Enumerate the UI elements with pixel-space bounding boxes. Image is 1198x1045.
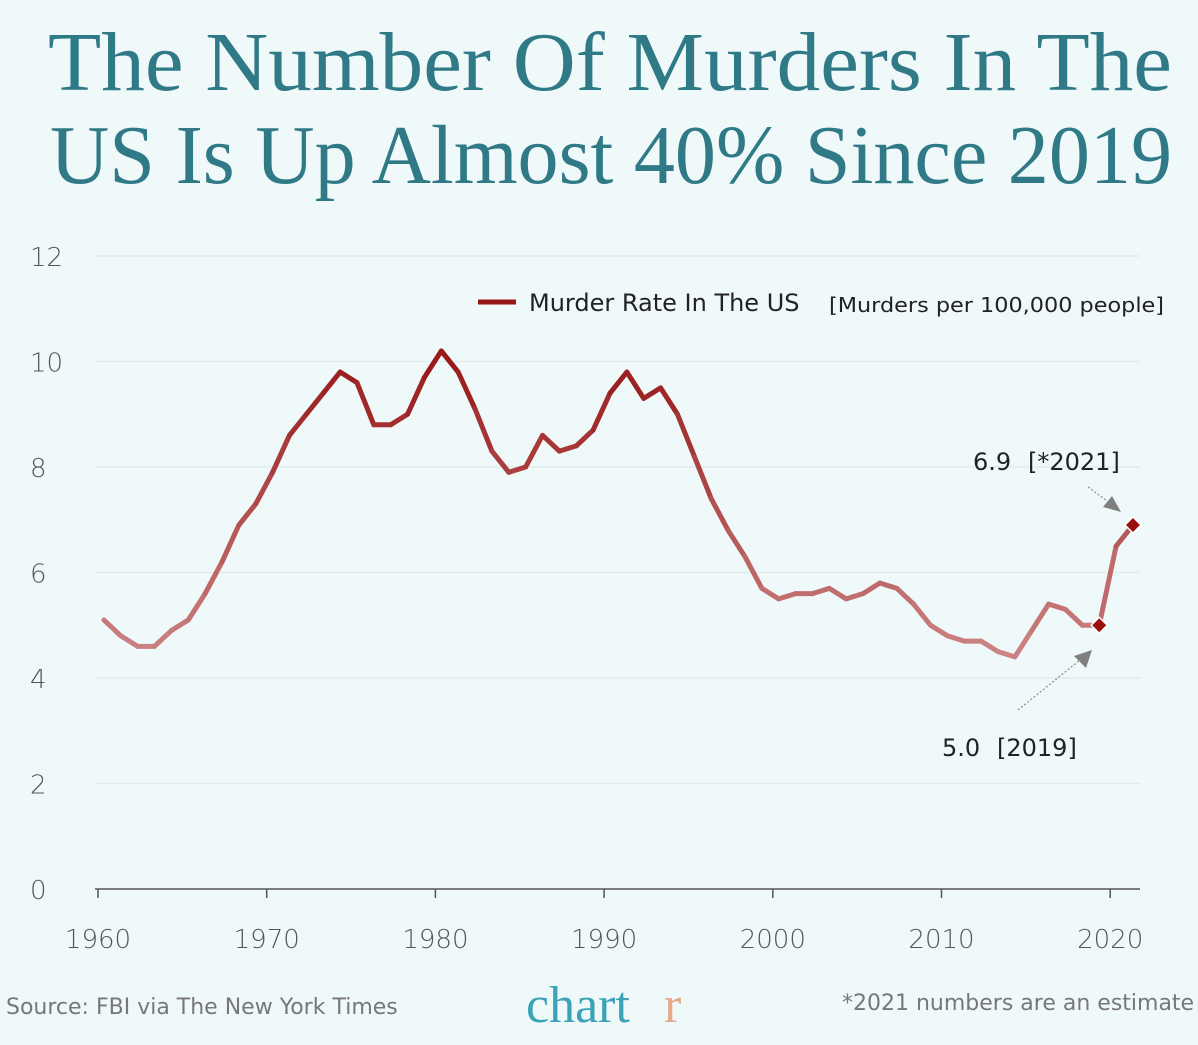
line-segment — [286, 411, 309, 438]
line-segment — [152, 628, 174, 649]
chartr-logo: chart r — [526, 977, 681, 1034]
annotation-2021-arrow-line — [1087, 486, 1111, 504]
x-tick-label: 2020 — [1077, 925, 1143, 955]
annotation-2019-value: 5.0 — [942, 734, 980, 762]
series-line — [101, 348, 1136, 660]
line-segment — [438, 348, 461, 375]
line-segment — [320, 369, 343, 396]
annotation-2019: 5.0 [2019] — [942, 650, 1092, 762]
line-segment — [658, 385, 680, 417]
y-tick-label: 4 — [30, 665, 47, 695]
line-segment — [219, 522, 242, 565]
legend: Murder Rate In The US [Murders per 100,0… — [478, 289, 1164, 317]
line-segment — [911, 601, 934, 628]
line-segment — [860, 580, 883, 597]
source-text: Source: FBI via The New York Times — [6, 995, 398, 1020]
x-axis: 1960 1970 1980 1990 2000 2010 2020 — [65, 888, 1143, 955]
annotation-2021-label: [*2021] — [1028, 448, 1120, 476]
line-segment — [1096, 543, 1119, 628]
y-tick-label: 6 — [30, 560, 47, 590]
line-segment — [1046, 601, 1068, 612]
line-segment — [1062, 606, 1085, 628]
logo-text-accent: r — [664, 977, 681, 1034]
x-tick-label: 1980 — [402, 925, 468, 955]
y-tick-label: 12 — [30, 243, 63, 273]
line-segment — [421, 348, 444, 380]
y-tick-label: 10 — [30, 349, 63, 379]
line-segment — [540, 432, 562, 454]
line-segment — [1012, 628, 1035, 660]
line-segment — [590, 390, 613, 433]
x-tick-label: 2010 — [908, 925, 974, 955]
line-segment — [624, 369, 647, 401]
line-segment — [877, 580, 900, 591]
line-segment — [506, 464, 529, 475]
estimate-note: *2021 numbers are an estimate — [842, 991, 1194, 1016]
line-segment — [1029, 601, 1052, 634]
legend-unit: [Murders per 100,000 people] — [829, 293, 1164, 317]
line-segment — [168, 617, 191, 634]
line-segment — [607, 369, 630, 396]
annotation-2019-arrow-head — [1074, 650, 1092, 668]
chart-title-line-2: US Is Up Almost 40% Since 2019 — [50, 109, 1172, 202]
line-segment — [944, 633, 967, 644]
line-segment — [202, 559, 225, 597]
marker-2019 — [1090, 616, 1109, 635]
x-tick-label: 2000 — [740, 925, 806, 955]
line-segment — [236, 501, 259, 528]
line-segment — [472, 406, 495, 454]
line-segment — [978, 638, 1001, 655]
annotation-2019-arrow-line — [1017, 659, 1081, 711]
line-segment — [405, 374, 427, 417]
line-segment — [523, 432, 546, 470]
annotation-2019-label: [2019] — [997, 734, 1077, 762]
line-segment — [843, 591, 866, 602]
chart-title-line-1: The Number Of Murders In The — [48, 16, 1172, 109]
line-segment — [455, 369, 478, 412]
line-segment — [691, 453, 714, 502]
marker-2021 — [1123, 515, 1143, 535]
line-segment — [388, 411, 411, 428]
line-segment — [101, 617, 124, 639]
y-tick-label: 8 — [30, 454, 47, 484]
gridlines — [95, 255, 1140, 785]
line-segment — [185, 591, 208, 623]
markers — [1090, 515, 1143, 635]
line-segment — [809, 585, 832, 597]
line-segment — [253, 469, 276, 507]
annotation-2021: 6.9 [*2021] — [973, 448, 1121, 512]
annotation-2021-value: 6.9 — [973, 448, 1011, 476]
line-segment — [826, 585, 849, 602]
y-axis: 0 2 4 6 8 10 12 — [30, 243, 63, 906]
line-segment — [489, 448, 512, 475]
line-segment — [894, 585, 917, 607]
x-tick-label: 1970 — [234, 925, 300, 955]
line-segment — [270, 432, 292, 475]
line-segment — [742, 554, 765, 591]
line-segment — [995, 649, 1018, 660]
line-segment — [674, 411, 697, 459]
line-segment — [118, 633, 141, 649]
y-tick-label: 2 — [30, 771, 47, 801]
y-tick-label: 0 — [30, 876, 47, 906]
logo-text-main: chart — [526, 977, 630, 1034]
line-segment — [556, 443, 579, 454]
line-segment — [725, 527, 748, 560]
line-segment — [573, 427, 596, 449]
line-segment — [708, 496, 731, 533]
line-segment — [337, 369, 360, 386]
x-tick-label: 1990 — [571, 925, 637, 955]
line-segment — [303, 390, 326, 417]
line-segment — [354, 380, 377, 428]
line-segment — [776, 591, 799, 602]
annotation-2021-arrow-head — [1103, 496, 1121, 512]
line-segment — [928, 622, 950, 639]
legend-label: Murder Rate In The US — [529, 289, 800, 317]
x-tick-label: 1960 — [65, 925, 131, 955]
line-segment — [641, 385, 664, 401]
line-segment — [759, 585, 782, 602]
